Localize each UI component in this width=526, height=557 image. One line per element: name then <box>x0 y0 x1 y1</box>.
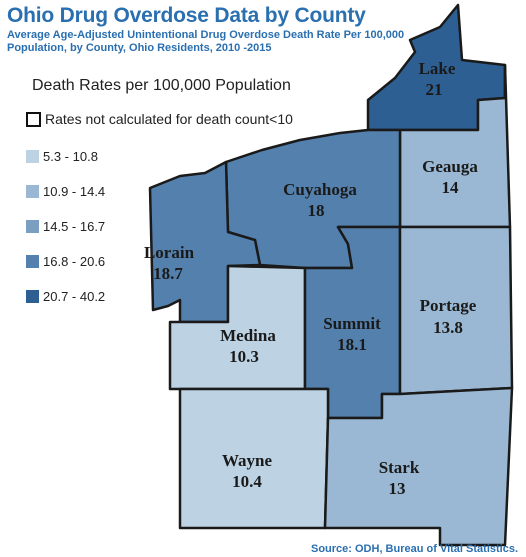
label-wayne-rate: 10.4 <box>232 472 262 491</box>
legend-swatch <box>26 289 39 303</box>
legend-note-label: Rates not calculated for death count<10 <box>45 111 293 127</box>
legend-item-label: 10.9 - 14.4 <box>43 183 106 199</box>
legend-title: Death Rates per 100,000 Population <box>32 77 291 94</box>
legend-swatch <box>26 254 39 268</box>
page-subtitle: Average Age-Adjusted Unintentional Drug … <box>7 29 405 54</box>
label-portage-name: Portage <box>420 296 477 315</box>
label-geauga-name: Geauga <box>422 157 478 176</box>
label-medina-name: Medina <box>220 326 276 345</box>
label-cuyahoga-name: Cuyahoga <box>283 180 357 199</box>
label-stark-name: Stark <box>379 458 420 477</box>
label-wayne-name: Wayne <box>222 451 273 470</box>
legend-item: 5.3 - 10.8 <box>26 147 105 165</box>
label-summit-name: Summit <box>323 314 381 333</box>
legend-item: 14.5 - 16.7 <box>26 217 105 235</box>
legend-item-label: 14.5 - 16.7 <box>43 218 106 234</box>
legend-item-label: 20.7 - 40.2 <box>43 288 106 304</box>
empty-box-icon <box>26 111 41 127</box>
legend-item: 20.7 - 40.2 <box>26 287 105 305</box>
legend-note: Rates not calculated for death count<10 <box>26 111 293 127</box>
label-stark-rate: 13 <box>389 479 406 498</box>
label-geauga-rate: 14 <box>442 178 460 197</box>
legend: 5.3 - 10.8 10.9 - 14.4 14.5 - 16.7 16.8 … <box>26 147 105 322</box>
label-lake-rate: 21 <box>426 80 443 99</box>
legend-item: 16.8 - 20.6 <box>26 252 105 270</box>
legend-item-label: 16.8 - 20.6 <box>43 253 106 269</box>
county-stark[interactable] <box>323 386 514 547</box>
legend-item-label: 5.3 - 10.8 <box>43 148 98 164</box>
legend-item: 10.9 - 14.4 <box>26 182 105 200</box>
source-note: Source: ODH, Bureau of Vital Statistics. <box>310 543 518 555</box>
label-lorain-rate: 18.7 <box>153 264 183 283</box>
legend-swatch <box>26 184 39 198</box>
legend-swatch <box>26 149 39 163</box>
label-lake-name: Lake <box>419 59 456 78</box>
label-cuyahoga-rate: 18 <box>308 201 325 220</box>
label-portage-rate: 13.8 <box>433 318 463 337</box>
label-summit-rate: 18.1 <box>337 335 367 354</box>
page-title: Ohio Drug Overdose Data by County <box>7 4 366 27</box>
legend-swatch <box>26 219 39 233</box>
label-lorain-name: Lorain <box>144 243 195 262</box>
label-medina-rate: 10.3 <box>229 347 259 366</box>
